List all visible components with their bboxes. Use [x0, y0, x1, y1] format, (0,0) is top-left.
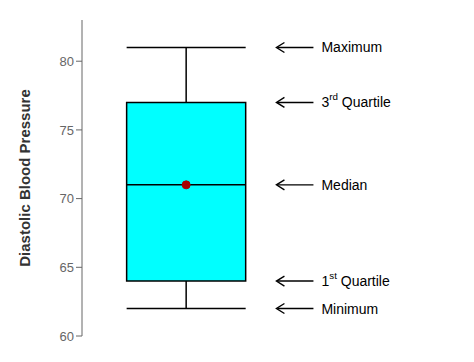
- svg-text:Maximum: Maximum: [321, 39, 382, 55]
- svg-text:Diastolic Blood Pressure: Diastolic Blood Pressure: [16, 89, 33, 267]
- svg-text:60: 60: [60, 329, 74, 344]
- svg-text:80: 80: [60, 54, 74, 69]
- svg-text:65: 65: [60, 260, 74, 275]
- svg-text:3rd Quartile: 3rd Quartile: [321, 91, 391, 110]
- svg-text:Minimum: Minimum: [321, 301, 378, 317]
- svg-text:1st Quartile: 1st Quartile: [321, 270, 390, 289]
- svg-text:70: 70: [60, 191, 74, 206]
- svg-text:75: 75: [60, 123, 74, 138]
- svg-text:Median: Median: [321, 177, 367, 193]
